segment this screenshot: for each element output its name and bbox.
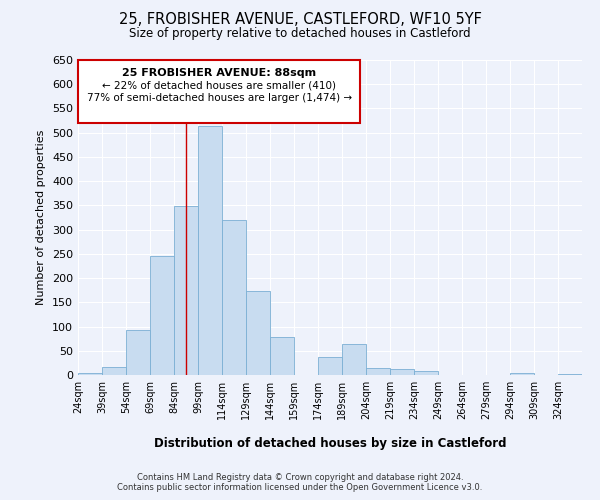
Bar bbox=[414, 370, 438, 375]
Bar bbox=[150, 256, 174, 375]
Bar bbox=[510, 372, 534, 375]
Bar bbox=[222, 220, 246, 375]
Bar bbox=[246, 290, 270, 375]
Text: ← 22% of detached houses are smaller (410): ← 22% of detached houses are smaller (41… bbox=[102, 80, 336, 90]
FancyBboxPatch shape bbox=[78, 60, 360, 123]
Y-axis label: Number of detached properties: Number of detached properties bbox=[37, 130, 46, 305]
Bar bbox=[366, 368, 390, 375]
Text: Contains HM Land Registry data © Crown copyright and database right 2024.: Contains HM Land Registry data © Crown c… bbox=[137, 472, 463, 482]
Text: Contains public sector information licensed under the Open Government Licence v3: Contains public sector information licen… bbox=[118, 484, 482, 492]
Bar bbox=[174, 206, 198, 375]
Text: 77% of semi-detached houses are larger (1,474) →: 77% of semi-detached houses are larger (… bbox=[86, 93, 352, 103]
Bar bbox=[198, 126, 222, 375]
Bar bbox=[318, 356, 342, 375]
Bar bbox=[102, 367, 126, 375]
Bar bbox=[558, 374, 582, 375]
Text: 25 FROBISHER AVENUE: 88sqm: 25 FROBISHER AVENUE: 88sqm bbox=[122, 68, 316, 78]
Text: Size of property relative to detached houses in Castleford: Size of property relative to detached ho… bbox=[129, 28, 471, 40]
Bar bbox=[78, 372, 102, 375]
Bar bbox=[270, 337, 294, 375]
Bar bbox=[342, 344, 366, 375]
Bar bbox=[390, 369, 414, 375]
Text: 25, FROBISHER AVENUE, CASTLEFORD, WF10 5YF: 25, FROBISHER AVENUE, CASTLEFORD, WF10 5… bbox=[119, 12, 481, 28]
Bar bbox=[126, 330, 150, 375]
Text: Distribution of detached houses by size in Castleford: Distribution of detached houses by size … bbox=[154, 438, 506, 450]
